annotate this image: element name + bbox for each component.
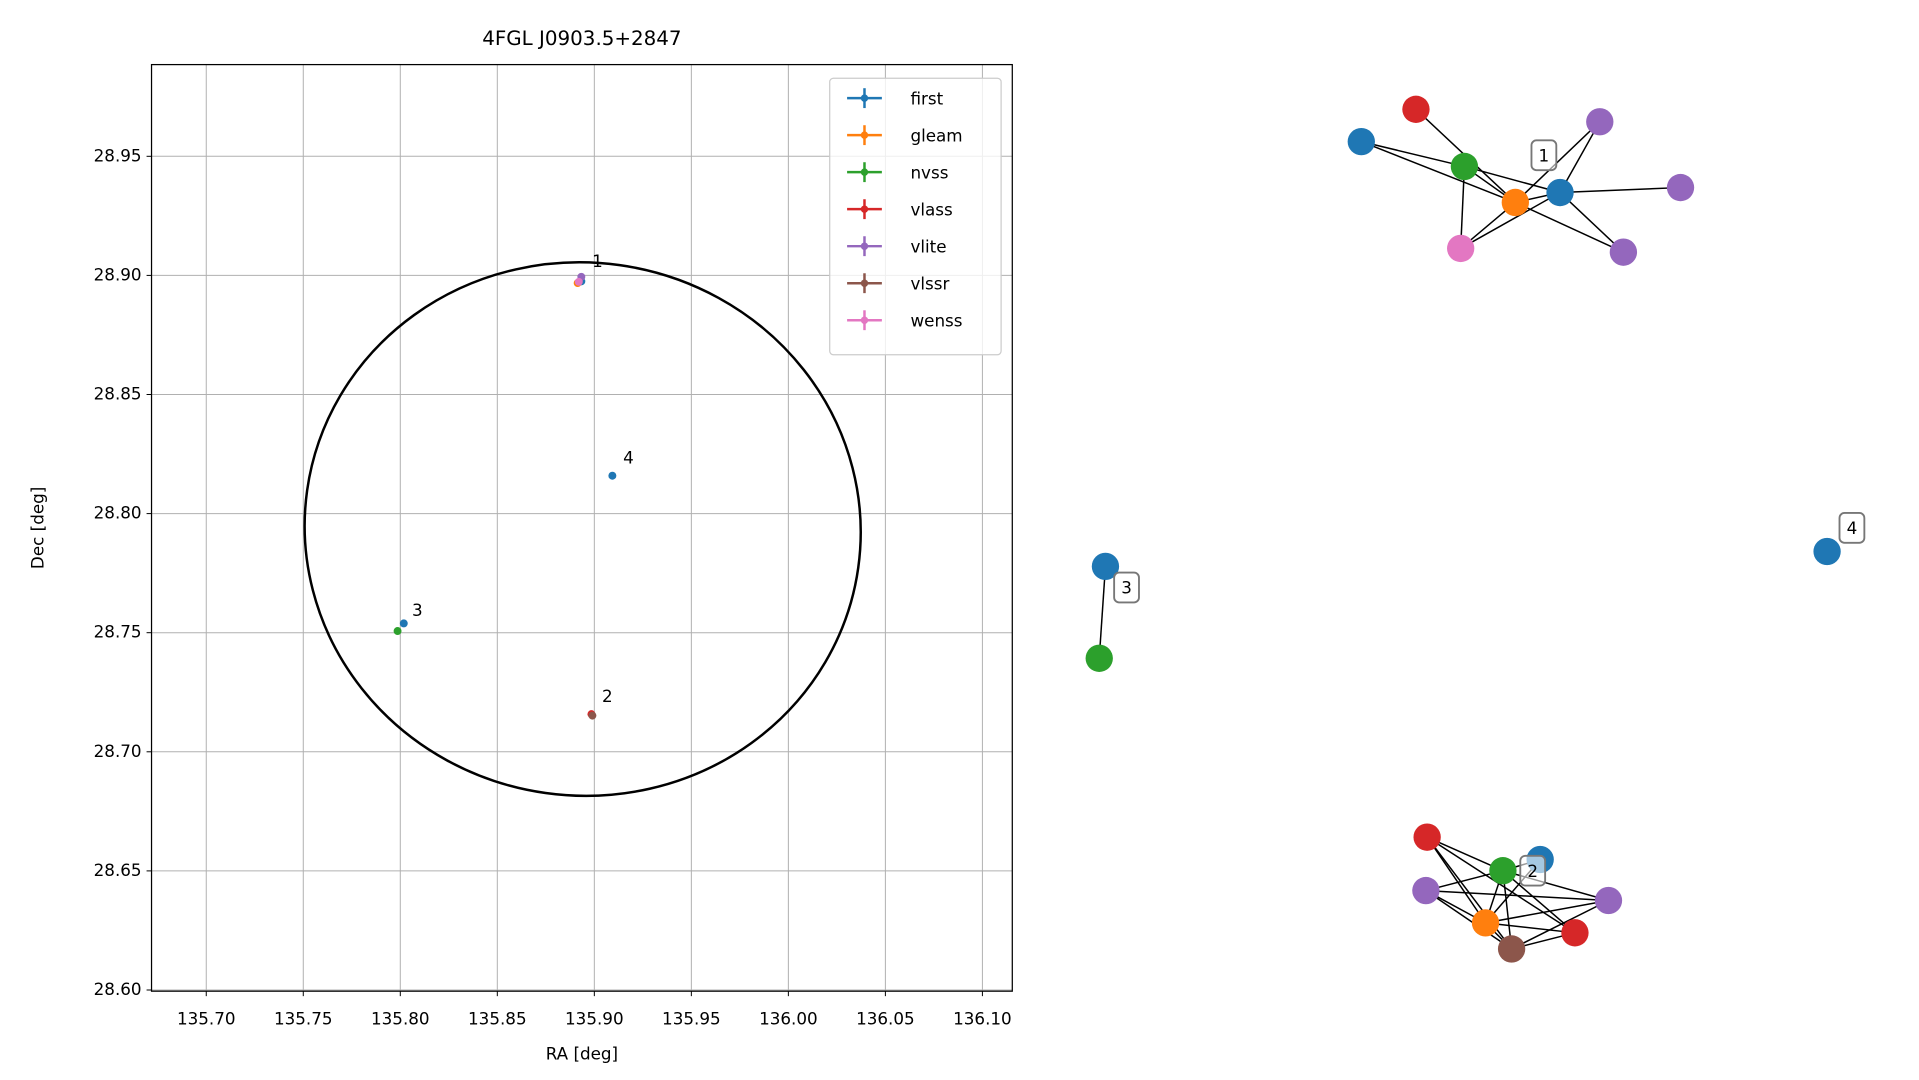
node bbox=[1447, 234, 1475, 263]
edge bbox=[1459, 166, 1466, 249]
legend-label: vlass bbox=[910, 199, 952, 219]
node bbox=[1609, 238, 1638, 266]
y-tick-label: 28.95 bbox=[94, 145, 142, 165]
cluster-label: 2 bbox=[1527, 861, 1538, 881]
legend-label: wenss bbox=[910, 310, 962, 330]
legend-box bbox=[829, 77, 1002, 356]
y-tick-label: 28.90 bbox=[94, 264, 142, 284]
legend-label: vlssr bbox=[910, 273, 949, 293]
annotation: 2 bbox=[602, 686, 613, 706]
plot-frame bbox=[150, 63, 1013, 992]
y-tick-label: 28.75 bbox=[94, 622, 142, 642]
node bbox=[1402, 95, 1430, 123]
point bbox=[608, 471, 617, 480]
cluster-label: 4 bbox=[1847, 518, 1858, 538]
node bbox=[1471, 909, 1500, 937]
edge bbox=[1098, 566, 1107, 659]
point bbox=[588, 711, 597, 720]
legend-marker bbox=[860, 131, 869, 139]
chart-title: 4FGL J0903.5+2847 bbox=[482, 27, 681, 50]
error-ellipse bbox=[303, 261, 862, 798]
node bbox=[1091, 552, 1120, 581]
edge bbox=[1425, 889, 1609, 902]
cluster-label: 3 bbox=[1121, 578, 1132, 598]
x-axis-label: RA [deg] bbox=[546, 1044, 618, 1064]
node bbox=[1412, 876, 1440, 905]
edge bbox=[1515, 201, 1624, 253]
annotation: 1 bbox=[592, 251, 603, 271]
edge bbox=[1485, 899, 1609, 924]
edge bbox=[1464, 165, 1561, 194]
edge bbox=[1460, 191, 1561, 250]
label-box bbox=[1838, 512, 1866, 544]
edge bbox=[1426, 836, 1576, 934]
node bbox=[1489, 857, 1517, 885]
node bbox=[1546, 178, 1574, 207]
legend-label: first bbox=[910, 88, 943, 108]
legend-marker bbox=[860, 205, 869, 213]
x-tick-label: 135.75 bbox=[274, 1009, 333, 1029]
x-tick-label: 135.90 bbox=[565, 1009, 624, 1029]
edge bbox=[1426, 836, 1487, 924]
edge bbox=[1361, 140, 1516, 204]
x-tick-label: 136.00 bbox=[759, 1009, 818, 1029]
node bbox=[1594, 886, 1623, 915]
edge bbox=[1559, 191, 1624, 253]
point bbox=[574, 277, 583, 286]
node bbox=[1347, 127, 1375, 156]
x-tick-label: 136.10 bbox=[953, 1009, 1012, 1029]
edge bbox=[1426, 836, 1504, 872]
node bbox=[1561, 919, 1589, 947]
label-box bbox=[1113, 571, 1140, 604]
node bbox=[1501, 188, 1529, 217]
y-axis-label: Dec [deg] bbox=[28, 487, 48, 569]
y-tick-label: 28.65 bbox=[94, 860, 142, 880]
edge bbox=[1425, 889, 1513, 950]
edge bbox=[1560, 186, 1681, 194]
node bbox=[1497, 935, 1526, 963]
annotation: 3 bbox=[412, 600, 423, 620]
edge bbox=[1361, 140, 1465, 168]
label-box bbox=[1519, 854, 1547, 887]
label-box bbox=[1530, 139, 1558, 172]
y-tick-label: 28.70 bbox=[94, 741, 142, 761]
point bbox=[393, 627, 402, 636]
point bbox=[399, 619, 408, 628]
y-tick-label: 28.85 bbox=[94, 383, 142, 403]
node bbox=[1586, 108, 1614, 136]
y-tick-label: 28.80 bbox=[94, 503, 142, 523]
legend-marker bbox=[860, 279, 869, 287]
legend-marker bbox=[860, 94, 869, 102]
edge bbox=[1511, 899, 1609, 950]
x-tick-label: 135.85 bbox=[468, 1009, 527, 1029]
legend-marker bbox=[860, 242, 869, 250]
x-tick-label: 135.80 bbox=[371, 1009, 430, 1029]
node bbox=[1413, 823, 1441, 851]
node bbox=[1450, 152, 1479, 181]
x-tick-label: 135.70 bbox=[177, 1009, 236, 1029]
edge bbox=[1485, 922, 1576, 934]
legend-label: nvss bbox=[910, 162, 948, 182]
legend-label: vlite bbox=[910, 236, 946, 256]
cluster-label: 1 bbox=[1539, 146, 1550, 166]
node bbox=[1666, 173, 1695, 202]
edge bbox=[1514, 121, 1601, 204]
legend-marker bbox=[860, 316, 869, 324]
annotation: 4 bbox=[623, 447, 634, 467]
node bbox=[1813, 537, 1841, 566]
x-tick-label: 135.95 bbox=[662, 1009, 721, 1029]
x-tick-label: 136.05 bbox=[856, 1009, 915, 1029]
legend-marker bbox=[860, 168, 869, 176]
y-tick-label: 28.60 bbox=[94, 979, 142, 999]
node bbox=[1085, 644, 1113, 672]
legend-label: gleam bbox=[910, 125, 962, 145]
